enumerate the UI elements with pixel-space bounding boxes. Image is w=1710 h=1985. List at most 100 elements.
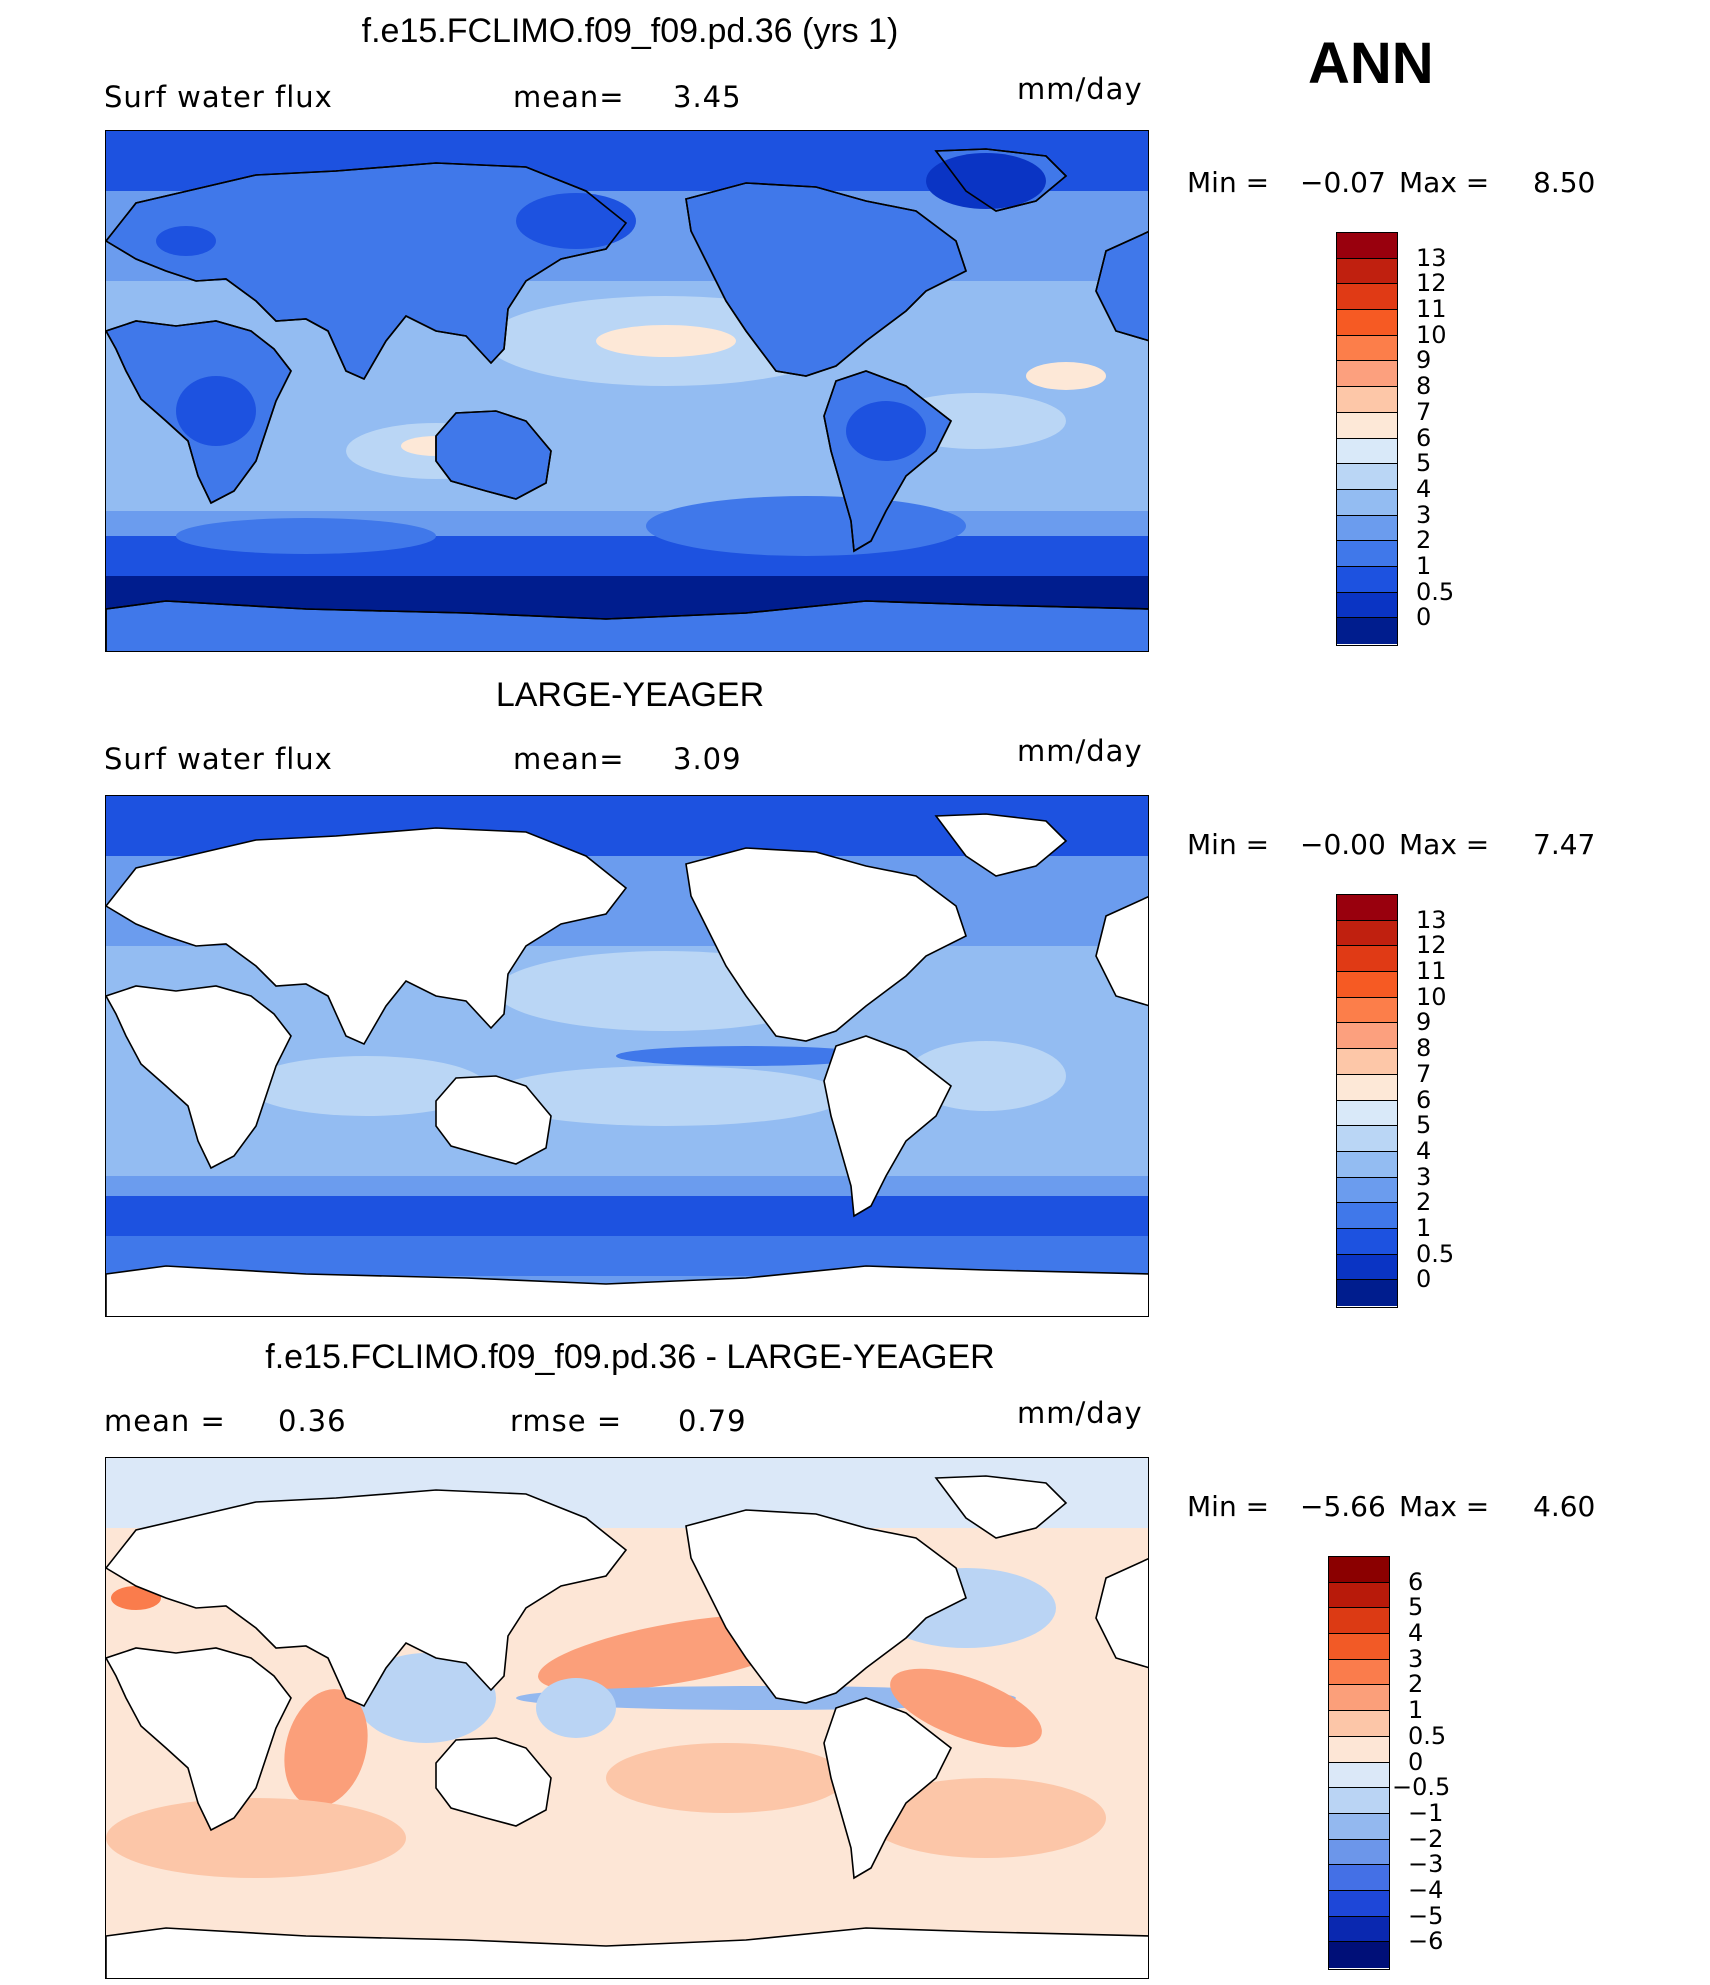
panel-2-units: mm/day — [1017, 734, 1143, 768]
panel-2-variable-label: Surf water flux — [104, 742, 333, 776]
colorbar-tick-label: 9 — [1416, 346, 1432, 375]
panel-3-title: f.e15.FCLIMO.f09_f09.pd.36 - LARGE-YEAGE… — [265, 1338, 995, 1376]
colorbar-segment — [1329, 1711, 1389, 1737]
continent-outline — [934, 1475, 1068, 1539]
colorbar-segment — [1337, 515, 1397, 542]
panel-3-rmse-value: 0.79 — [678, 1404, 747, 1438]
panel-3-map — [105, 1457, 1149, 1979]
continent-outline — [435, 1737, 552, 1827]
colorbar-tick-label: 5 — [1408, 1593, 1424, 1622]
colorbar-segment — [1337, 412, 1397, 439]
colorbar-tick-label: 11 — [1416, 295, 1447, 324]
contour-region — [1026, 362, 1106, 390]
contour-region — [356, 1653, 496, 1743]
colorbar-segment — [1337, 592, 1397, 619]
colorbar-segment — [1337, 361, 1397, 388]
colorbar-segment — [1337, 464, 1397, 490]
panel-3-min-value: −5.66 — [1300, 1490, 1386, 1523]
colorbar-tick-label: 6 — [1416, 1085, 1432, 1114]
colorbar-tick-label: 13 — [1416, 905, 1447, 934]
panel-3-mean-value: 0.36 — [278, 1404, 347, 1438]
colorbar-tick-label: 12 — [1416, 931, 1447, 960]
colorbar-tick-label: 4 — [1416, 474, 1432, 503]
colorbar-segment — [1337, 1151, 1397, 1178]
colorbar-segment — [1337, 1228, 1397, 1255]
colorbar-tick-label: 2 — [1408, 1670, 1424, 1699]
contour-region — [926, 153, 1046, 209]
continent-outline — [1095, 896, 1148, 1007]
panel-3-rmse-label: rmse = — [510, 1404, 623, 1438]
colorbar-tick-label: 5 — [1416, 449, 1432, 478]
colorbar-tick-label: 8 — [1416, 372, 1432, 401]
colorbar-segment — [1329, 1916, 1389, 1943]
colorbar-segment — [1337, 1049, 1397, 1075]
coastline — [106, 162, 628, 381]
colorbar-segment — [1337, 438, 1397, 465]
coastline — [685, 182, 967, 377]
panel-3-max-label: Max = — [1399, 1490, 1490, 1523]
colorbar-tick-label: 1 — [1416, 551, 1432, 580]
coastline — [1095, 231, 1148, 342]
colorbar-segment — [1329, 1685, 1389, 1712]
contour-region — [616, 1046, 876, 1066]
panel-1-max-label: Max = — [1399, 166, 1490, 199]
contour-region — [516, 193, 636, 249]
colorbar-tick-label: 2 — [1416, 1188, 1432, 1217]
contour-region — [890, 1668, 1042, 1748]
coastline — [435, 410, 552, 500]
colorbar-segment — [1337, 946, 1397, 973]
colorbar-segment — [1329, 1736, 1389, 1763]
colorbar-tick-label: 0.5 — [1416, 577, 1455, 606]
panel-1-colorbar — [1336, 232, 1398, 646]
colorbar-tick-label: 0.5 — [1416, 1239, 1455, 1268]
colorbar-tick-label: −0.5 — [1392, 1773, 1451, 1802]
colorbar-tick-label: 1 — [1416, 1213, 1432, 1242]
colorbar-segment — [1329, 1762, 1389, 1789]
continent-outline — [685, 1509, 967, 1704]
panel-2-max-label: Max = — [1399, 828, 1490, 861]
contour-region — [846, 401, 926, 461]
continent-outline — [823, 1035, 953, 1218]
continent-outline — [106, 985, 292, 1170]
colorbar-segment — [1337, 1100, 1397, 1127]
colorbar-tick-label: −5 — [1408, 1901, 1444, 1930]
contour-region — [176, 518, 436, 554]
panel-1-map-svg — [106, 131, 1148, 651]
panel-1-map — [105, 130, 1149, 652]
panel-3-mean-label: mean = — [104, 1404, 226, 1438]
colorbar-segment — [1329, 1942, 1389, 1968]
continent-outline — [1095, 1558, 1148, 1669]
colorbar-segment — [1337, 284, 1397, 311]
colorbar-segment — [1329, 1813, 1389, 1840]
panel-2-mean-value: 3.09 — [673, 742, 742, 776]
colorbar-tick-label: 9 — [1416, 1008, 1432, 1037]
colorbar-segment — [1337, 1280, 1397, 1306]
colorbar-segment — [1337, 489, 1397, 516]
colorbar-tick-label: 12 — [1416, 269, 1447, 298]
colorbar-segment — [1329, 1865, 1389, 1891]
colorbar-tick-label: −1 — [1408, 1798, 1444, 1827]
colorbar-segment — [1329, 1634, 1389, 1660]
continent-outline — [106, 827, 628, 1046]
panel-2-min-label: Min = — [1187, 828, 1270, 861]
panel-1-mean-value: 3.45 — [673, 80, 742, 114]
colorbar-tick-label: −2 — [1408, 1824, 1444, 1853]
colorbar-tick-label: 2 — [1416, 526, 1432, 555]
colorbar-tick-label: 6 — [1416, 423, 1432, 452]
colorbar-tick-label: 13 — [1416, 243, 1447, 272]
colorbar-segment — [1337, 566, 1397, 593]
contour-region — [486, 1066, 846, 1126]
colorbar-segment — [1337, 895, 1397, 921]
colorbar-segment — [1337, 920, 1397, 947]
continent-outline — [934, 813, 1068, 877]
colorbar-tick-label: 0 — [1416, 603, 1432, 632]
panel-3-colorbar — [1328, 1556, 1390, 1970]
coastline — [106, 600, 1148, 651]
contour-region — [111, 1586, 161, 1610]
panel-1-title: f.e15.FCLIMO.f09_f09.pd.36 (yrs 1) — [361, 12, 899, 50]
panel-3-units: mm/day — [1017, 1396, 1143, 1430]
contour-region — [516, 1686, 1016, 1710]
panel-1-min-value: −0.07 — [1300, 166, 1386, 199]
colorbar-segment — [1337, 1074, 1397, 1101]
colorbar-tick-label: −4 — [1408, 1875, 1444, 1904]
